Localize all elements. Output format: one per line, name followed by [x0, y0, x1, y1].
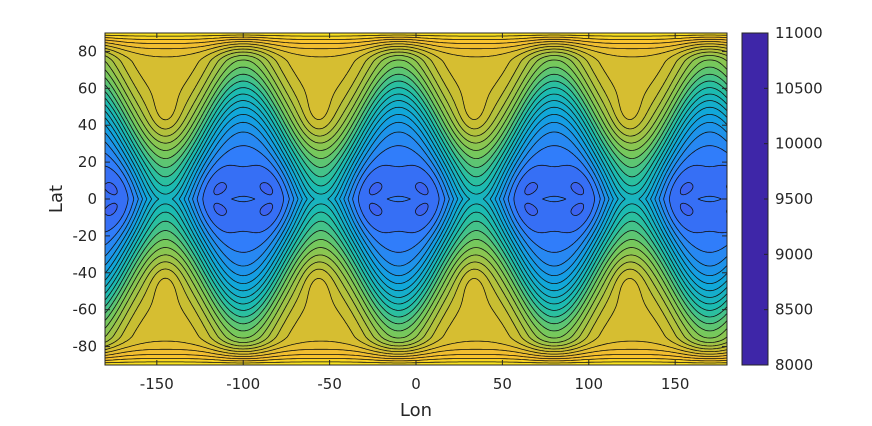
y-tick-label: -40 [73, 264, 98, 282]
y-tick-label: -60 [73, 301, 98, 319]
y-tick-label: 0 [87, 190, 97, 208]
colorbar-tick-label: 8500 [775, 301, 813, 319]
y-tick-label: -80 [73, 338, 98, 356]
x-tick-label: -150 [140, 375, 174, 393]
colorbar [741, 32, 769, 366]
colorbar-tick-label: 9500 [775, 190, 813, 208]
y-tick-label: -20 [73, 227, 98, 245]
x-tick-label: 50 [493, 375, 512, 393]
colorbar-tick-label: 10000 [775, 135, 823, 153]
colorbar-ticks: 8000 8500 9000 9500 10000 10500 11000 [764, 24, 823, 374]
contour-line-set [105, 34, 727, 364]
y-tick-label: 40 [78, 116, 97, 134]
x-axis-label: Lon [400, 400, 432, 421]
x-tick-label: -100 [226, 375, 260, 393]
colorbar-tick-label: 8000 [775, 356, 813, 374]
y-tick-label: 20 [78, 153, 97, 171]
filled-contour-field [105, 33, 727, 365]
x-axis-ticks: -150 -100 -50 0 50 100 150 [140, 33, 690, 393]
x-tick-label: 0 [411, 375, 421, 393]
x-tick-label: 150 [661, 375, 690, 393]
contour-lines [105, 34, 727, 364]
y-axis-ticks: -80 -60 -40 -20 0 20 40 60 80 [73, 42, 727, 356]
x-tick-label: 100 [574, 375, 603, 393]
x-tick-label: -50 [317, 375, 342, 393]
y-axis-label: Lat [46, 185, 67, 213]
colorbar-tick-label: 11000 [775, 24, 823, 42]
colorbar-tick-label: 9000 [775, 245, 813, 263]
y-tick-label: 80 [78, 42, 97, 60]
colorbar-tick-label: 10500 [775, 79, 823, 97]
y-tick-label: 60 [78, 79, 97, 97]
